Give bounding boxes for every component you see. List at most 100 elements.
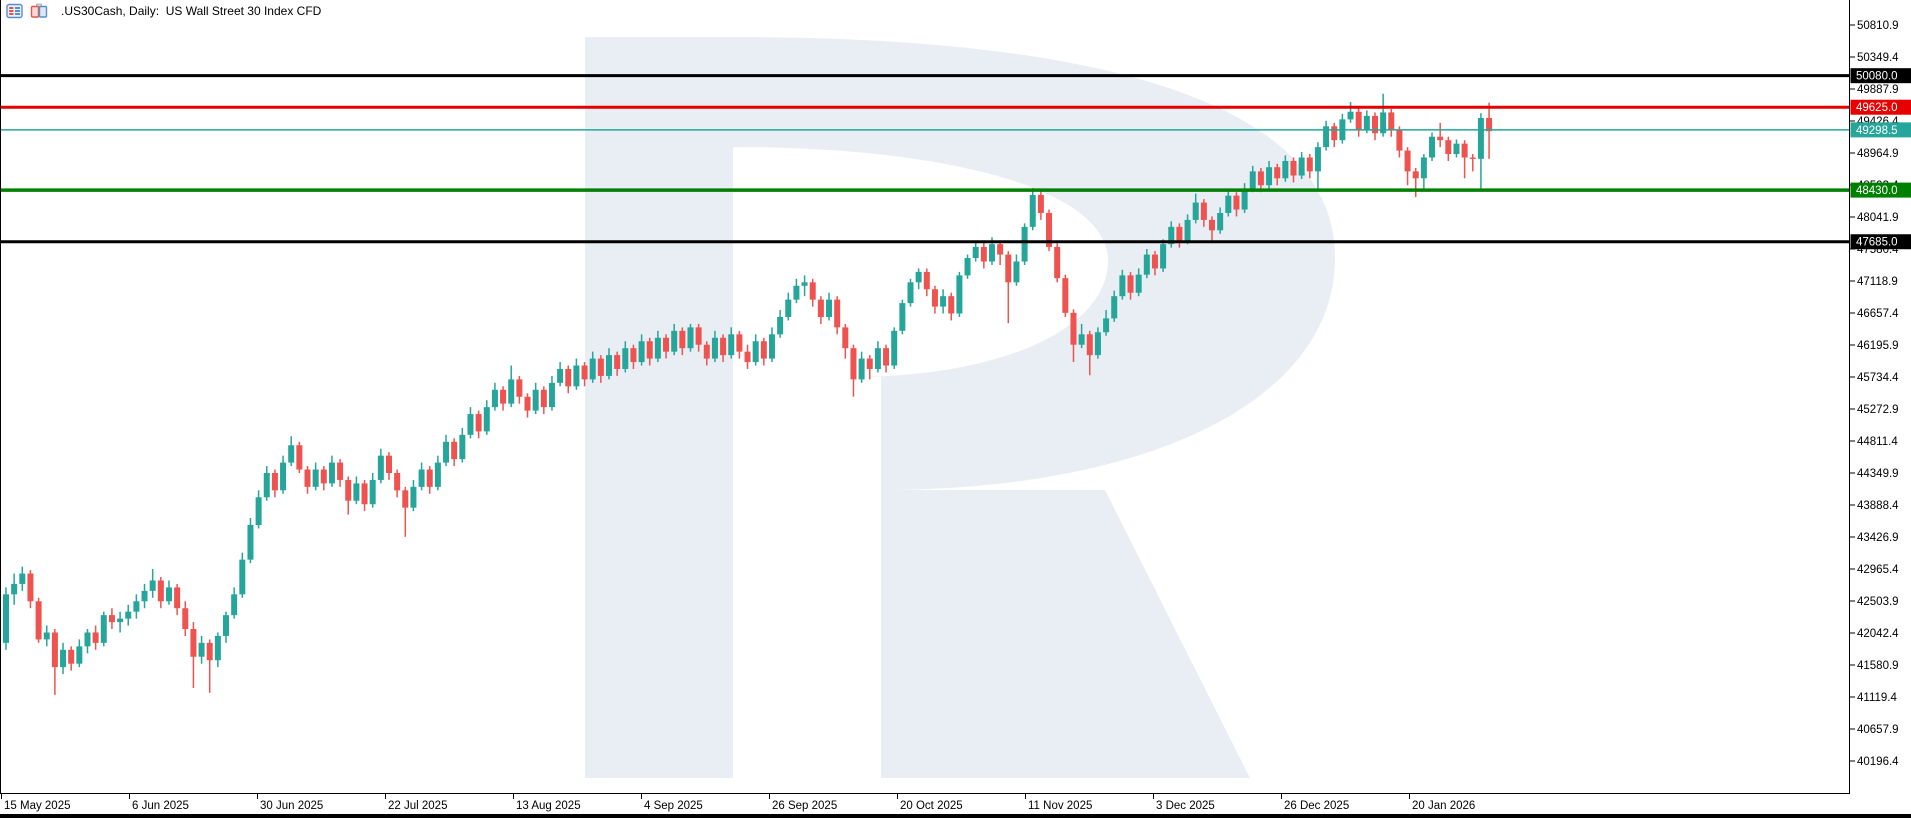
candle-body [337, 462, 344, 480]
price-tick-label: 49887.9 [1857, 84, 1899, 96]
candle-body [1143, 254, 1150, 275]
candle-body [92, 632, 99, 643]
candle-body [1029, 194, 1036, 227]
candle-body [1160, 244, 1167, 269]
candle-body [614, 355, 621, 369]
date-tick-label: 4 Sep 2025 [644, 800, 703, 812]
time-axis[interactable]: 15 May 2025 6 Jun 2025 30 Jun 2025 22 Jul 2… [1, 793, 1476, 813]
candle-body [1420, 157, 1427, 179]
price-axis[interactable]: 50810.950349.449887.949426.448964.948503… [1849, 20, 1900, 768]
candle-body [597, 358, 604, 376]
candle-body [100, 615, 107, 643]
candle-body [1249, 171, 1256, 189]
candle-body [84, 632, 91, 647]
candle-body [1437, 136, 1444, 141]
price-level-badge [1850, 122, 1911, 138]
price-tick-label: 43888.4 [1857, 500, 1899, 512]
candle-body [239, 559, 246, 595]
candle-body [1127, 275, 1134, 293]
candle-wick [1463, 140, 1466, 179]
price-tick-label: 47118.9 [1857, 276, 1898, 288]
date-tick-label: 13 Aug 2025 [516, 800, 581, 812]
candle-body [1306, 157, 1313, 172]
price-level-badge [1850, 99, 1911, 115]
broker-watermark-logo [585, 37, 1335, 778]
candle-body [1257, 171, 1264, 186]
candle-body [1168, 226, 1175, 245]
candle-body [247, 524, 254, 560]
price-tick-label: 43426.9 [1857, 532, 1899, 544]
candle-body [165, 587, 172, 602]
candle-body [1217, 212, 1224, 231]
candle-body [1135, 274, 1142, 293]
candle-wick [1007, 251, 1010, 324]
candle-body [948, 296, 955, 314]
candle-body [1021, 226, 1028, 262]
candle-body [467, 414, 474, 435]
price-tick-label: 44811.4 [1857, 436, 1898, 448]
candle-body [589, 358, 596, 380]
candle-body [11, 583, 18, 595]
candle-body [3, 594, 9, 643]
chart-title: .US30Cash, Daily: US Wall Street 30 Inde… [61, 4, 322, 18]
candle-wick [404, 486, 407, 537]
candle-body [1429, 136, 1436, 158]
candle-body [377, 455, 384, 480]
price-tick-label: 42965.4 [1857, 564, 1899, 576]
plot-borders [0, 0, 1850, 794]
candle-body [1314, 147, 1321, 172]
candle-body [443, 441, 450, 463]
candle-body [475, 414, 482, 432]
candle-body [711, 337, 718, 359]
candle-body [1282, 160, 1289, 179]
candle-body [532, 389, 539, 411]
candle-body [385, 455, 392, 473]
candle-body [866, 358, 873, 369]
candle-body [548, 382, 555, 408]
candle-body [687, 327, 694, 349]
level-lines [0, 74, 1850, 244]
candle-body [1453, 143, 1460, 155]
candle-body [198, 642, 205, 657]
candle-body [581, 365, 588, 380]
candle-body [174, 587, 181, 609]
candle-body [353, 483, 360, 501]
date-tick-label: 20 Oct 2025 [900, 800, 963, 812]
candle-body [524, 396, 531, 411]
candle-body [1119, 275, 1126, 297]
candle-body [1241, 188, 1248, 210]
candle-body [1266, 167, 1273, 186]
chart-list-icon[interactable] [6, 3, 23, 19]
price-tick-label: 46657.4 [1857, 308, 1899, 320]
candle-body [288, 445, 295, 463]
candle-body [842, 327, 849, 349]
candle-body [1046, 212, 1053, 247]
candle-body [1412, 171, 1419, 179]
price-level-badge-label: 47685.0 [1856, 237, 1898, 249]
candle-body [76, 646, 83, 664]
candle-wick [1472, 154, 1474, 172]
candle-body [410, 486, 417, 508]
chart-windows-icon[interactable] [30, 3, 48, 19]
price-tick-label: 50810.9 [1857, 20, 1899, 32]
candle-body [1209, 219, 1216, 231]
price-tick-label: 45272.9 [1857, 404, 1899, 416]
candle-body [940, 296, 947, 307]
candle-body [1094, 332, 1101, 356]
candle-body [728, 334, 735, 356]
candle-body [980, 246, 987, 262]
date-tick-label: 11 Nov 2025 [1028, 800, 1092, 812]
candle-body [931, 289, 938, 307]
candle-body [108, 615, 115, 623]
candle-body [19, 573, 26, 584]
candle-body [1013, 261, 1020, 283]
price-tick-label: 42503.9 [1857, 596, 1899, 608]
candle-body [223, 615, 230, 636]
candle-body [557, 368, 564, 383]
price-tick-label: 40657.9 [1857, 724, 1899, 736]
candle-body [826, 299, 833, 317]
candle-body [630, 348, 637, 363]
date-tick-label: 30 Jun 2025 [260, 800, 323, 812]
